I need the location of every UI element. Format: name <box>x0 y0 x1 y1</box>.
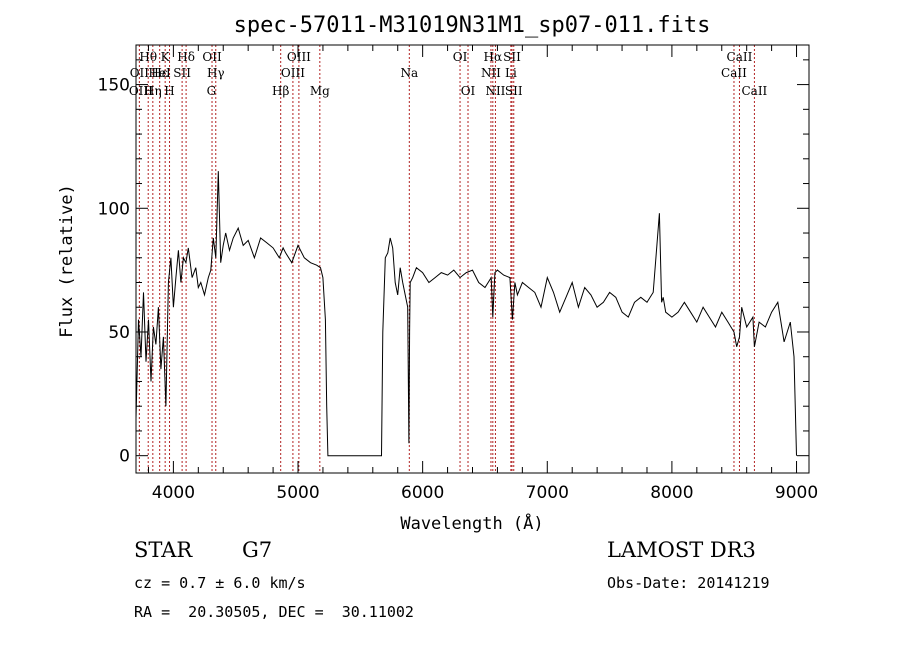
line-label-21: NII <box>481 66 501 80</box>
line-label-10: OII <box>202 50 222 64</box>
line-label-0: Hθ <box>139 50 157 64</box>
object-class: STAR <box>134 538 193 562</box>
flux-series-line <box>135 171 797 457</box>
line-label-22: NII <box>485 84 505 98</box>
line-label-28: CaII <box>741 84 767 98</box>
spectral-subclass: G7 <box>242 538 273 562</box>
axis-ticks: 4000 5000 6000 7000 8000 9000 0 50 100 150 <box>98 45 818 503</box>
y-tick-label: 100 <box>98 199 130 219</box>
line-label-6: HeI <box>148 66 171 80</box>
observation-date: Obs-Date: 20141219 <box>607 574 770 592</box>
line-label-17: Na <box>400 66 418 80</box>
line-label-23: SII <box>503 50 521 64</box>
redshift-cz: cz = 0.7 ± 6.0 km/s <box>134 574 306 592</box>
x-tick-label: 5000 <box>276 483 319 503</box>
line-label-16: Mg <box>310 84 330 98</box>
x-tick-label: 4000 <box>152 483 195 503</box>
line-label-15: Hβ <box>272 84 289 98</box>
line-label-24: Li <box>505 66 517 80</box>
line-label-11: Hγ <box>207 66 225 80</box>
line-label-1: OII <box>130 66 150 80</box>
line-label-7: H <box>164 84 174 98</box>
line-label-14: OIII <box>281 66 305 80</box>
line-label-13: OIII <box>287 50 311 64</box>
line-label-3: Hη <box>144 84 162 98</box>
coordinates: RA = 20.30505, DEC = 30.11002 <box>134 603 414 621</box>
line-label-18: OI <box>453 50 468 64</box>
survey-name: LAMOST DR3 <box>607 538 756 562</box>
line-label-26: CaII <box>727 50 753 64</box>
x-tick-label: 9000 <box>775 483 818 503</box>
line-label-25: SII <box>505 84 523 98</box>
y-axis-label: Flux (relative) <box>57 184 77 338</box>
line-label-5: K <box>161 50 171 64</box>
plot-frame <box>135 44 810 474</box>
line-label-20: Hα <box>484 50 503 64</box>
line-label-9: Hδ <box>177 50 195 64</box>
x-tick-label: 7000 <box>526 483 569 503</box>
line-label-4: Hε <box>151 66 168 80</box>
y-tick-label: 50 <box>108 323 130 343</box>
chart-title: spec-57011-M31019N31M1_sp07-011.fits <box>234 13 711 38</box>
x-axis-label: Wavelength (Å) <box>400 512 543 534</box>
spectral-line-markers <box>138 45 755 473</box>
y-tick-label: 0 <box>119 447 130 467</box>
x-tick-label: 8000 <box>650 483 693 503</box>
line-label-8: SII <box>173 66 191 80</box>
line-label-12: G <box>207 84 217 98</box>
line-label-2: OIII <box>129 84 153 98</box>
line-label-27: CaII <box>721 66 747 80</box>
x-tick-label: 6000 <box>401 483 444 503</box>
line-label-19: OI <box>461 84 476 98</box>
y-tick-label: 150 <box>98 76 130 96</box>
